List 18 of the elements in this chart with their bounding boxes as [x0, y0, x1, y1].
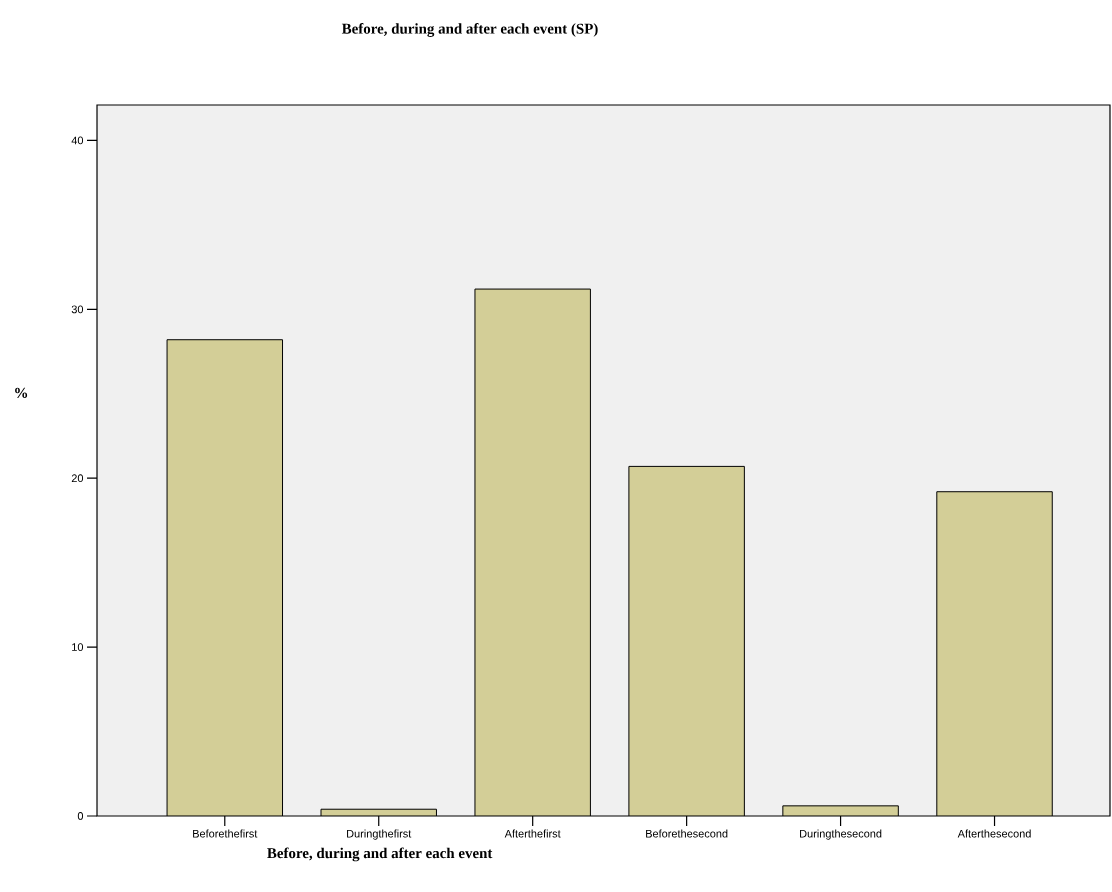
y-tick-label: 0: [77, 812, 84, 820]
bar: [628, 465, 745, 816]
bar: [936, 491, 1053, 816]
y-tick-label: 20: [71, 474, 84, 483]
x-tick-label: Afterthesecond: [957, 829, 1031, 838]
x-tick-label: Duringthesecond: [800, 829, 882, 840]
y-axis-title: %: [15, 387, 28, 399]
bar: [474, 288, 591, 816]
x-tick-label: Afterthefirst: [504, 829, 561, 838]
x-tick-label: Duringthefirst: [347, 829, 412, 840]
x-axis-title: Before, during and after each event: [267, 847, 493, 862]
y-tick-label: 30: [71, 305, 84, 314]
y-tick-label: 40: [71, 136, 84, 145]
y-tick-label: 10: [72, 643, 84, 651]
x-tick-label: Beforethesecond: [646, 829, 728, 838]
chart-title: Before, during and after each event (SP): [341, 23, 598, 37]
x-tick-label: Beforethefirst: [193, 829, 258, 838]
bar: [166, 339, 284, 816]
